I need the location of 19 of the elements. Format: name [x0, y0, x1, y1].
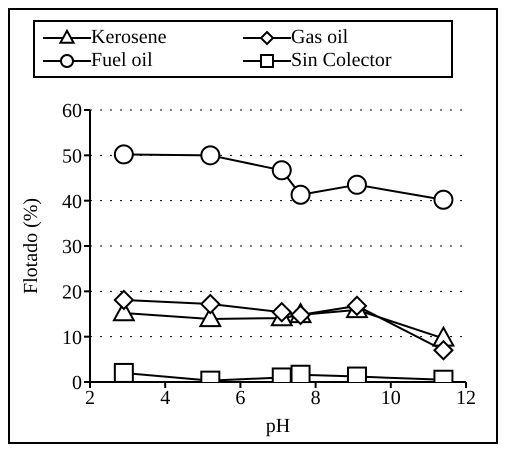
- x-tick-label: 6: [235, 387, 246, 410]
- legend-label: Kerosene: [91, 26, 167, 49]
- y-tick-label: 10: [62, 326, 82, 349]
- y-axis-title: Flotado (%): [20, 198, 42, 294]
- y-tick-label: 0: [72, 372, 82, 394]
- x-tick-label: 12: [456, 387, 476, 410]
- x-tick-label: 2: [85, 387, 95, 410]
- legend-label: Gas oil: [291, 26, 348, 49]
- x-tick-label: 4: [160, 387, 170, 410]
- y-tick-label: 50: [62, 145, 82, 168]
- x-axis-title: pH: [266, 415, 290, 437]
- y-tick-label: 60: [62, 100, 82, 122]
- x-tick-label: 8: [310, 387, 321, 410]
- legend-label: Sin Colector: [291, 49, 392, 72]
- y-tick-label: 30: [62, 236, 82, 258]
- x-tick-label: 10: [380, 387, 401, 410]
- y-tick-label: 40: [62, 190, 82, 213]
- y-tick-label: 20: [62, 281, 82, 304]
- legend-label: Fuel oil: [91, 49, 153, 72]
